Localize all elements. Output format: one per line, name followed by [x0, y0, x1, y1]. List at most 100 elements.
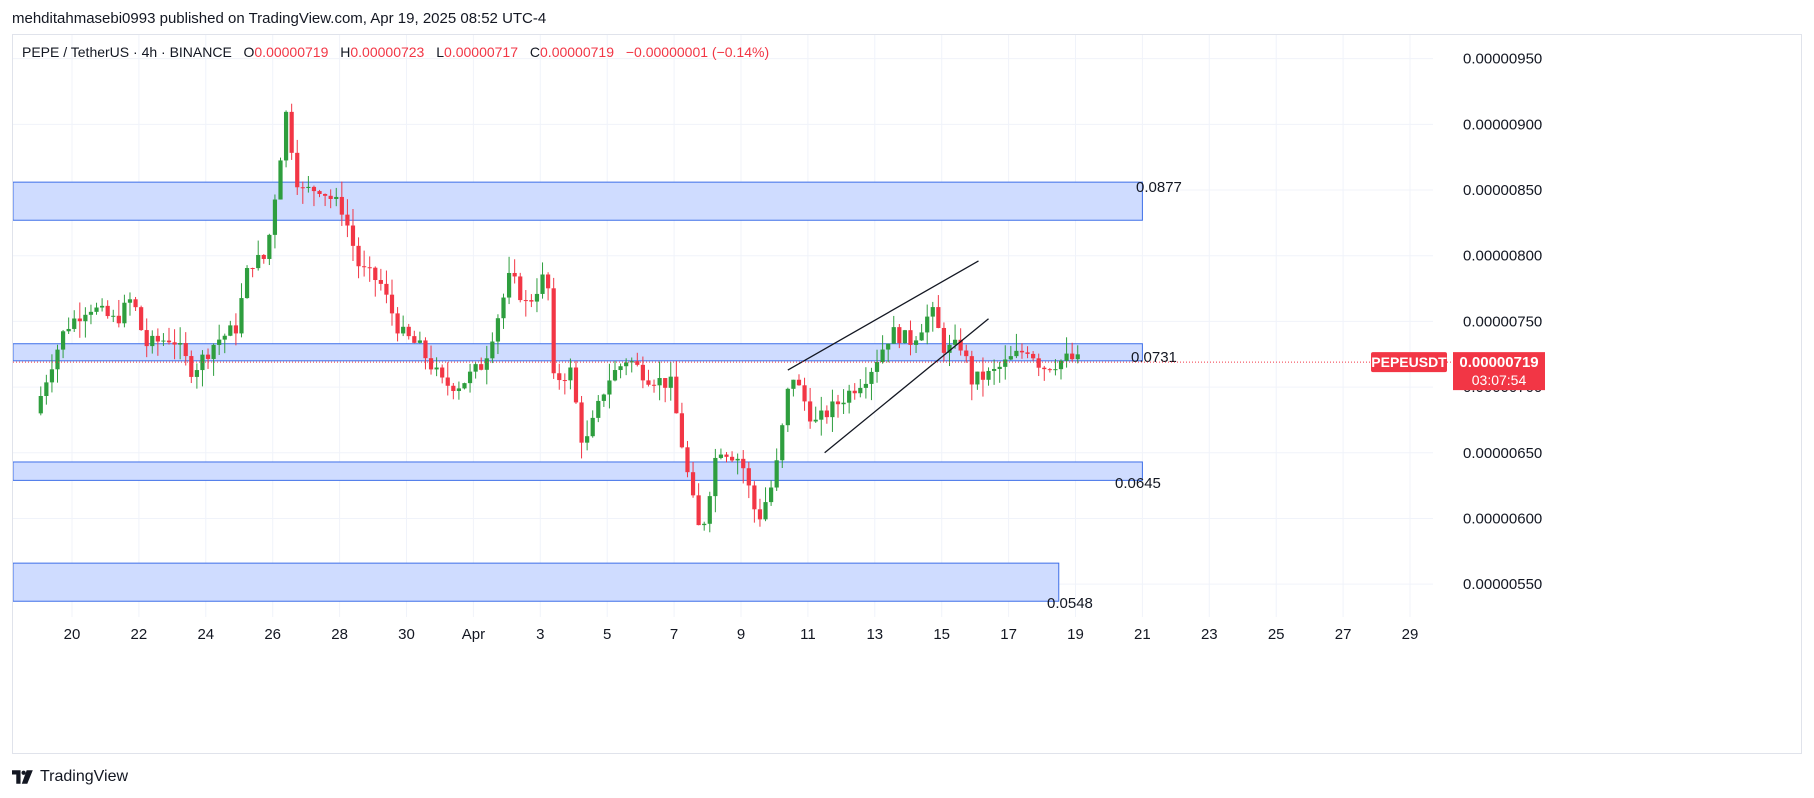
candle-up[interactable]	[473, 364, 478, 372]
candle-up[interactable]	[283, 111, 289, 161]
candle-down[interactable]	[133, 299, 138, 308]
candle-up[interactable]	[228, 325, 233, 336]
candle-up[interactable]	[668, 376, 673, 388]
candle-down[interactable]	[205, 354, 211, 359]
support-resistance-zone[interactable]	[13, 562, 1060, 602]
candle-down[interactable]	[406, 326, 411, 337]
support-resistance-zone[interactable]	[13, 181, 1143, 221]
candle-down[interactable]	[155, 335, 160, 342]
candle-up[interactable]	[874, 362, 880, 372]
candle-down[interactable]	[518, 276, 523, 301]
candle-down[interactable]	[1025, 352, 1030, 354]
candle-down[interactable]	[261, 254, 266, 259]
candle-down[interactable]	[339, 196, 344, 215]
candle-down[interactable]	[189, 356, 194, 377]
candlestick-chart[interactable]: 0.0877 0.0731 0.0645 0.0548 0.00000950 0.0000…	[13, 35, 1803, 755]
candle-down[interactable]	[105, 305, 110, 317]
candle-down[interactable]	[802, 385, 807, 402]
candle-up[interactable]	[607, 380, 612, 395]
candle-down[interactable]	[835, 401, 841, 405]
candle-down[interactable]	[635, 361, 640, 365]
candle-down[interactable]	[724, 454, 729, 457]
candle-down[interactable]	[1070, 353, 1075, 360]
candle-up[interactable]	[88, 311, 94, 315]
candle-down[interactable]	[796, 379, 802, 386]
candle-down[interactable]	[651, 384, 657, 386]
candle-up[interactable]	[975, 371, 980, 385]
candle-down[interactable]	[1042, 367, 1047, 370]
candle-up[interactable]	[222, 335, 227, 340]
candle-up[interactable]	[863, 383, 868, 388]
candle-down[interactable]	[679, 413, 685, 448]
candle-down[interactable]	[350, 225, 356, 246]
candle-up[interactable]	[272, 199, 278, 235]
candle-down[interactable]	[852, 390, 857, 394]
candle-down[interactable]	[757, 509, 763, 520]
candle-up[interactable]	[930, 307, 935, 317]
candle-down[interactable]	[345, 214, 350, 226]
candle-down[interactable]	[958, 339, 963, 351]
candle-down[interactable]	[640, 364, 645, 381]
candle-up[interactable]	[490, 341, 495, 359]
candle-up[interactable]	[55, 349, 60, 370]
candle-up[interactable]	[211, 344, 216, 359]
candle-up[interactable]	[278, 160, 283, 200]
candle-down[interactable]	[166, 340, 172, 343]
candle-up[interactable]	[1008, 356, 1013, 360]
candle-up[interactable]	[401, 326, 406, 334]
candle-up[interactable]	[707, 496, 712, 524]
candle-up[interactable]	[44, 382, 49, 396]
candle-up[interactable]	[891, 327, 896, 344]
candle-up[interactable]	[1058, 360, 1064, 370]
candle-down[interactable]	[139, 307, 144, 331]
candle-down[interactable]	[423, 340, 428, 359]
candle-down[interactable]	[1036, 358, 1041, 368]
support-resistance-zone[interactable]	[13, 343, 1143, 362]
candle-down[interactable]	[964, 350, 969, 357]
candle-up[interactable]	[161, 340, 166, 342]
candle-up[interactable]	[585, 436, 590, 443]
candle-up[interactable]	[713, 457, 718, 497]
candle-down[interactable]	[289, 111, 294, 153]
candle-down[interactable]	[389, 294, 395, 314]
candle-up[interactable]	[718, 454, 724, 458]
candle-up[interactable]	[1003, 359, 1008, 367]
candle-down[interactable]	[362, 266, 367, 268]
candle-up[interactable]	[122, 302, 127, 324]
candle-down[interactable]	[384, 283, 389, 295]
candle-up[interactable]	[596, 400, 601, 418]
candle-up[interactable]	[462, 383, 467, 389]
candle-down[interactable]	[428, 358, 434, 370]
candle-down[interactable]	[512, 272, 517, 277]
candle-up[interactable]	[791, 379, 796, 389]
candle-down[interactable]	[562, 380, 567, 382]
candle-down[interactable]	[690, 472, 696, 496]
candle-up[interactable]	[501, 297, 506, 319]
candle-down[interactable]	[233, 325, 239, 334]
candle-up[interactable]	[880, 349, 885, 363]
candle-up[interactable]	[111, 315, 116, 317]
candle-down[interactable]	[451, 385, 456, 392]
candle-down[interactable]	[752, 485, 757, 510]
candle-down[interactable]	[936, 307, 941, 328]
candle-up[interactable]	[334, 196, 339, 199]
candle-down[interactable]	[317, 191, 322, 194]
candle-up[interactable]	[178, 343, 183, 345]
candle-up[interactable]	[217, 339, 222, 345]
candle-down[interactable]	[980, 371, 986, 380]
candle-down[interactable]	[412, 336, 417, 343]
candle-up[interactable]	[1064, 353, 1069, 361]
candle-up[interactable]	[618, 366, 623, 371]
candle-up[interactable]	[434, 367, 439, 370]
symbol-price-tag[interactable]	[1371, 352, 1447, 373]
candle-up[interactable]	[913, 340, 919, 345]
candle-up[interactable]	[306, 186, 311, 189]
trendline[interactable]	[787, 260, 979, 371]
candle-down[interactable]	[741, 458, 746, 469]
candle-down[interactable]	[969, 356, 974, 385]
candle-down[interactable]	[378, 280, 383, 284]
candle-down[interactable]	[729, 456, 735, 461]
candle-up[interactable]	[841, 402, 846, 405]
candle-down[interactable]	[116, 315, 121, 324]
candle-down[interactable]	[440, 367, 445, 378]
